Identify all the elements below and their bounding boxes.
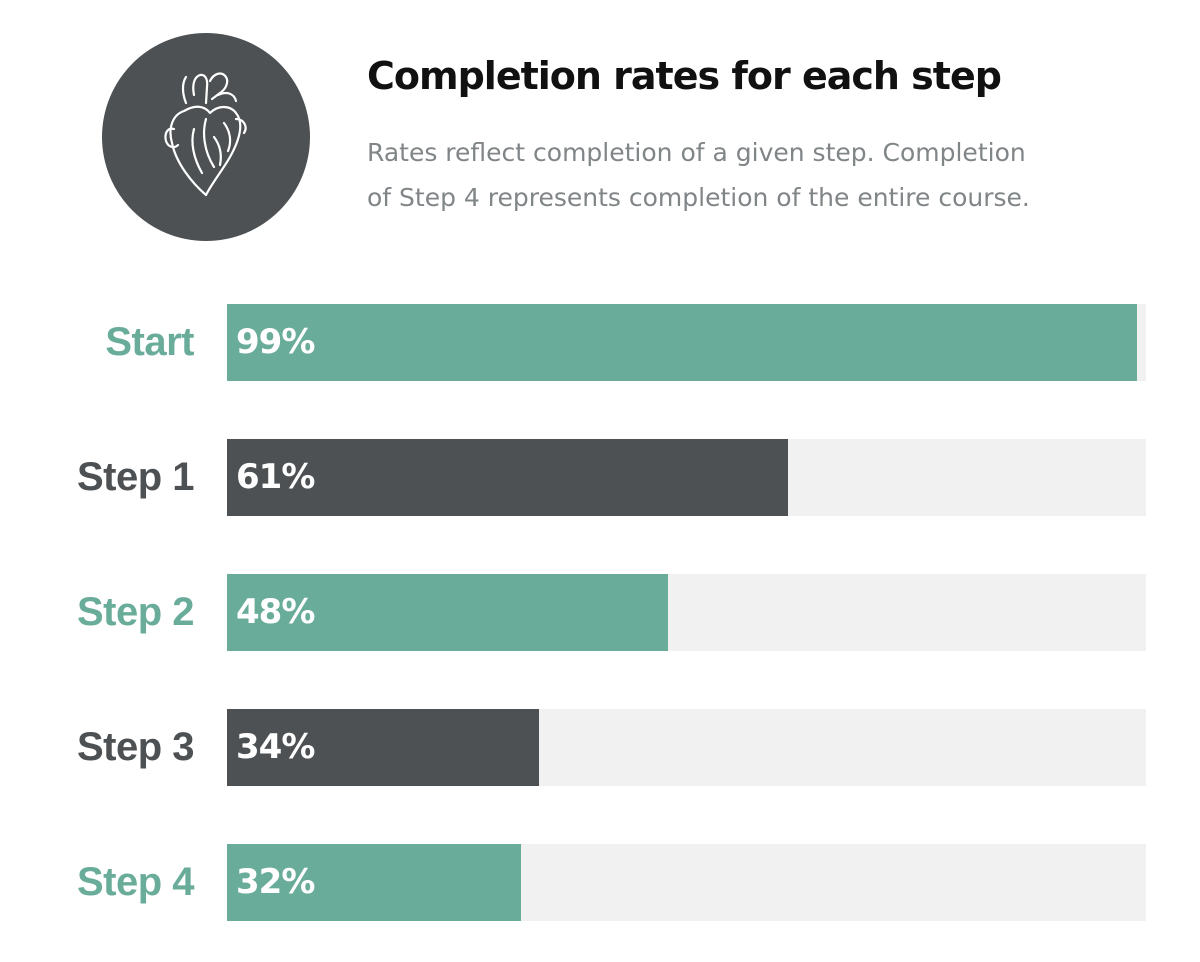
bar: 48% (227, 574, 668, 651)
data-label: 34% (236, 727, 315, 767)
page-title: Completion rates for each step (367, 54, 1002, 98)
heart-icon (164, 72, 247, 197)
bar: 61% (227, 439, 788, 516)
bar-track: 34% (227, 709, 1146, 786)
subtitle-line-1: Rates reflect completion of a given step… (367, 138, 1026, 167)
bar: 32% (227, 844, 521, 921)
category-label: Step 2 (76, 590, 195, 634)
heart-icon-badge (102, 33, 310, 241)
bar: 34% (227, 709, 539, 786)
bar-track: 99% (227, 304, 1146, 381)
bar-track: 48% (227, 574, 1146, 651)
bar-track: 32% (227, 844, 1146, 921)
category-label: Step 4 (76, 860, 195, 904)
subtitle-line-2: of Step 4 represents completion of the e… (367, 183, 1030, 212)
page-subtitle: Rates reflect completion of a given step… (367, 130, 1127, 220)
data-label: 61% (236, 457, 315, 497)
data-label: 32% (236, 862, 315, 902)
category-label: Start (105, 320, 194, 364)
data-label: 99% (236, 322, 315, 362)
category-label: Step 1 (76, 455, 195, 499)
bar: 99% (227, 304, 1137, 381)
data-label: 48% (236, 592, 315, 632)
category-label: Step 3 (76, 725, 195, 769)
bar-track: 61% (227, 439, 1146, 516)
